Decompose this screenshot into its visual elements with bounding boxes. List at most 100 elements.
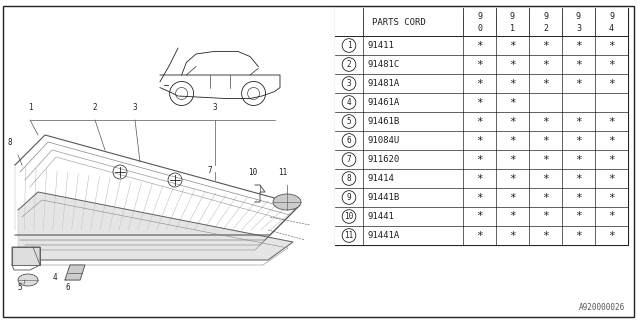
- Text: *: *: [542, 116, 549, 126]
- Ellipse shape: [273, 194, 301, 210]
- Text: 91481A: 91481A: [367, 79, 399, 88]
- Text: 911620: 911620: [367, 155, 399, 164]
- Text: *: *: [608, 193, 615, 203]
- Text: *: *: [476, 155, 483, 164]
- Text: 1: 1: [510, 24, 515, 33]
- Text: *: *: [542, 135, 549, 146]
- Text: *: *: [608, 78, 615, 89]
- Text: 7: 7: [347, 155, 351, 164]
- Text: *: *: [509, 78, 516, 89]
- Bar: [335, 169, 628, 188]
- Text: 1: 1: [28, 103, 32, 112]
- Bar: [335, 8, 628, 36]
- Text: *: *: [476, 212, 483, 221]
- Text: 2: 2: [93, 103, 97, 112]
- Text: *: *: [575, 212, 582, 221]
- Text: 91084U: 91084U: [367, 136, 399, 145]
- Text: *: *: [476, 116, 483, 126]
- Text: 5: 5: [18, 283, 22, 292]
- Text: 2: 2: [543, 24, 548, 33]
- Text: *: *: [575, 116, 582, 126]
- Text: *: *: [608, 212, 615, 221]
- Text: 3: 3: [212, 103, 218, 112]
- Text: 9: 9: [576, 12, 581, 21]
- Polygon shape: [65, 265, 85, 280]
- Text: *: *: [608, 155, 615, 164]
- Text: *: *: [542, 230, 549, 241]
- Text: 9: 9: [477, 12, 482, 21]
- Text: *: *: [509, 173, 516, 183]
- Text: 7: 7: [208, 166, 212, 175]
- Text: 2: 2: [347, 60, 351, 69]
- Text: 91441A: 91441A: [367, 231, 399, 240]
- Text: *: *: [608, 60, 615, 69]
- Text: 8: 8: [347, 174, 351, 183]
- Text: *: *: [509, 60, 516, 69]
- Text: *: *: [476, 60, 483, 69]
- Text: *: *: [542, 212, 549, 221]
- Text: *: *: [542, 155, 549, 164]
- Text: *: *: [608, 41, 615, 51]
- Bar: [335, 93, 628, 112]
- Polygon shape: [18, 192, 293, 260]
- Text: 3: 3: [576, 24, 581, 33]
- Text: 11: 11: [278, 168, 287, 177]
- Text: 91411: 91411: [367, 41, 394, 50]
- Text: *: *: [509, 212, 516, 221]
- Text: 9: 9: [543, 12, 548, 21]
- Text: *: *: [509, 193, 516, 203]
- Text: *: *: [608, 230, 615, 241]
- Text: 11: 11: [344, 231, 354, 240]
- Text: *: *: [509, 98, 516, 108]
- Bar: [335, 55, 628, 74]
- Text: *: *: [476, 78, 483, 89]
- Text: 9: 9: [609, 12, 614, 21]
- Text: 91461A: 91461A: [367, 98, 399, 107]
- Text: 91414: 91414: [367, 174, 394, 183]
- Text: A920000026: A920000026: [579, 303, 625, 312]
- Text: 4: 4: [347, 98, 351, 107]
- Text: *: *: [542, 41, 549, 51]
- Bar: [335, 150, 628, 169]
- Ellipse shape: [18, 274, 38, 286]
- Text: *: *: [476, 135, 483, 146]
- Text: 91481C: 91481C: [367, 60, 399, 69]
- Text: *: *: [575, 230, 582, 241]
- Text: 4: 4: [52, 273, 58, 282]
- Text: *: *: [542, 78, 549, 89]
- Text: 10: 10: [344, 212, 354, 221]
- Text: 91441B: 91441B: [367, 193, 399, 202]
- Text: *: *: [509, 135, 516, 146]
- Text: *: *: [575, 60, 582, 69]
- Text: 6: 6: [347, 136, 351, 145]
- Text: *: *: [542, 60, 549, 69]
- Text: *: *: [608, 173, 615, 183]
- Text: *: *: [608, 116, 615, 126]
- Text: 91461B: 91461B: [367, 117, 399, 126]
- Text: *: *: [509, 116, 516, 126]
- Text: 0: 0: [477, 24, 482, 33]
- Text: 6: 6: [66, 283, 70, 292]
- Text: 9: 9: [510, 12, 515, 21]
- Text: *: *: [542, 173, 549, 183]
- Text: 3: 3: [347, 79, 351, 88]
- Text: 3: 3: [132, 103, 138, 112]
- Text: 9: 9: [347, 193, 351, 202]
- Text: *: *: [575, 78, 582, 89]
- Bar: [335, 36, 628, 55]
- Text: 1: 1: [347, 41, 351, 50]
- Text: *: *: [476, 173, 483, 183]
- Text: *: *: [575, 41, 582, 51]
- Text: *: *: [476, 41, 483, 51]
- Text: *: *: [476, 98, 483, 108]
- Bar: [335, 226, 628, 245]
- Text: *: *: [575, 173, 582, 183]
- Text: *: *: [509, 41, 516, 51]
- Text: PARTS CORD: PARTS CORD: [372, 18, 426, 27]
- Bar: [335, 207, 628, 226]
- Text: *: *: [575, 193, 582, 203]
- Bar: [335, 8, 628, 245]
- Bar: [335, 74, 628, 93]
- Text: *: *: [542, 193, 549, 203]
- Text: *: *: [575, 155, 582, 164]
